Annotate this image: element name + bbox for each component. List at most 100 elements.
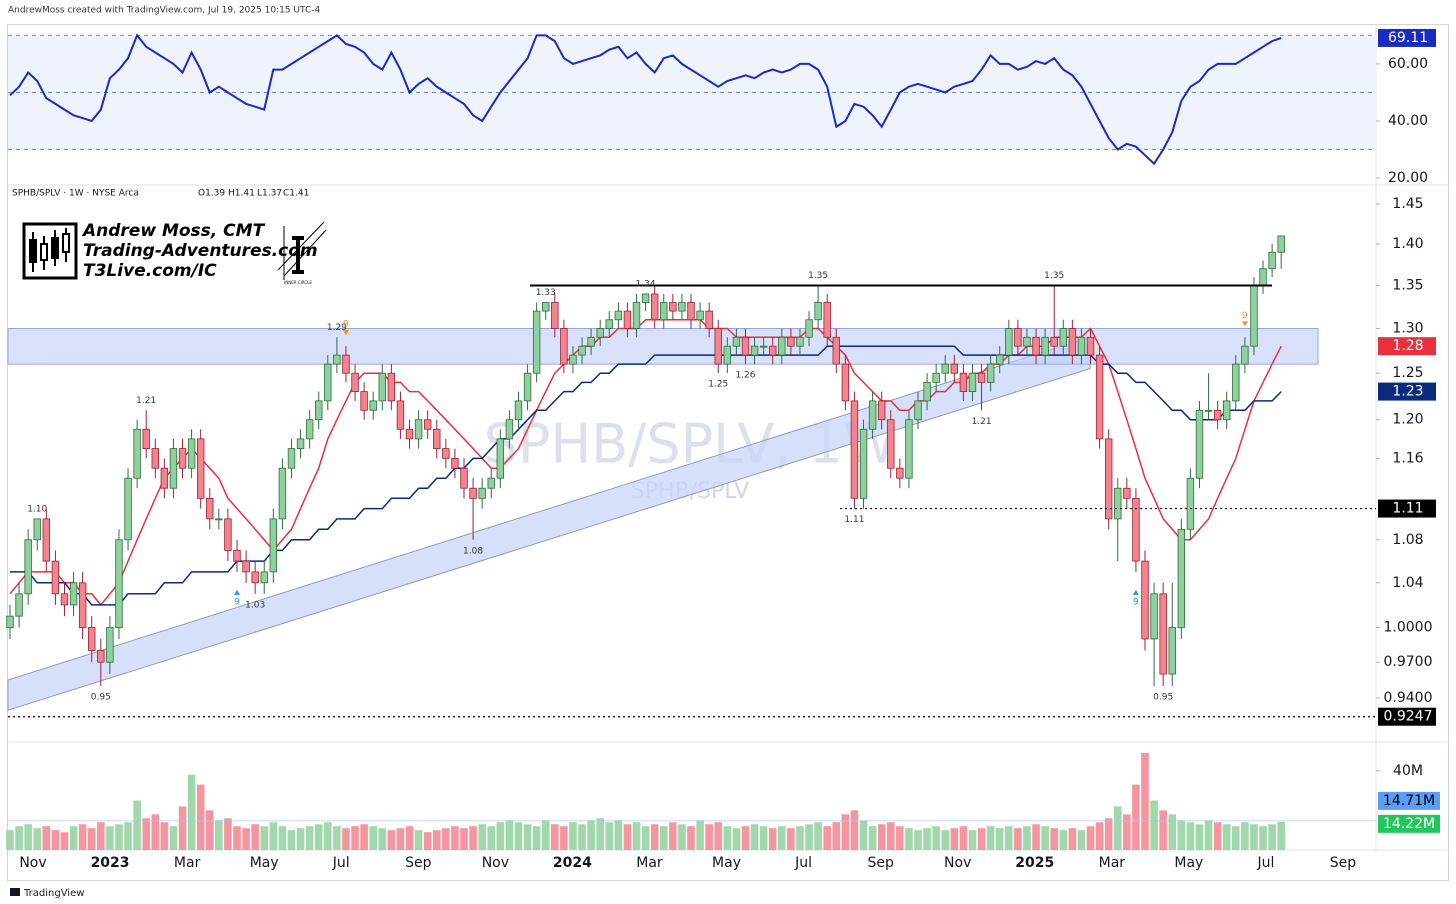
- volume-bar: [1095, 822, 1104, 850]
- candle-body: [224, 518, 232, 551]
- candle-body: [678, 302, 686, 312]
- candle-body: [1259, 268, 1267, 286]
- x-tick-label: Mar: [1099, 855, 1126, 871]
- volume-bar: [1204, 820, 1213, 850]
- y-tick-label: 1.40: [1392, 236, 1423, 252]
- candle-body: [469, 487, 477, 499]
- volume-bar: [578, 824, 586, 850]
- volume-bar: [823, 826, 831, 850]
- x-tick-label: Mar: [174, 855, 201, 871]
- price-annotation: 1.34: [636, 279, 656, 289]
- volume-bar: [632, 822, 641, 850]
- volume-bar: [669, 822, 677, 850]
- volume-bar: [215, 820, 223, 850]
- candle-body: [414, 419, 423, 440]
- candle-body: [778, 336, 786, 356]
- volume-bar: [324, 822, 332, 850]
- candle-body: [442, 448, 450, 459]
- frame: [7, 24, 1449, 881]
- candle-body: [1177, 528, 1186, 628]
- x-tick-label: Jul: [1256, 855, 1274, 871]
- volume-bar: [732, 828, 741, 850]
- x-tick-label: Jul: [794, 855, 812, 871]
- volume-bar: [1104, 818, 1113, 850]
- volume-bar: [796, 826, 804, 850]
- volume-bar: [514, 822, 523, 850]
- candle-body: [315, 400, 323, 421]
- volume-bar: [932, 826, 940, 850]
- x-tick-label: Nov: [482, 855, 509, 871]
- candle-body: [959, 372, 968, 392]
- volume-last-label: 14.22M: [1383, 816, 1435, 832]
- candle-body: [51, 560, 60, 595]
- td-count: 9: [1242, 311, 1248, 321]
- volume-bar: [569, 822, 577, 850]
- candle-body: [605, 319, 613, 329]
- x-tick-label: Nov: [944, 855, 971, 871]
- volume-bar: [1023, 826, 1031, 850]
- volume-last-box: [1378, 814, 1440, 833]
- candle-body: [1232, 363, 1240, 402]
- volume-bar: [832, 822, 841, 850]
- candle-body: [15, 593, 23, 617]
- td-arrow: [1241, 321, 1248, 327]
- volume-bar: [423, 832, 432, 850]
- candle-body: [569, 354, 577, 365]
- candle-body: [1005, 328, 1013, 356]
- volume-bar: [106, 826, 114, 850]
- volume-bar: [523, 824, 532, 850]
- volume-bar: [15, 826, 23, 850]
- candle-body: [1186, 477, 1195, 530]
- candle-body: [269, 518, 278, 573]
- volume-bar: [487, 826, 496, 850]
- candle-body: [532, 310, 541, 374]
- candle-body: [759, 345, 768, 348]
- volume-bar: [151, 814, 160, 850]
- volume-bar: [478, 824, 486, 850]
- volume-bar: [1259, 826, 1267, 850]
- candle-body: [1213, 409, 1222, 421]
- candle-body: [1277, 235, 1285, 253]
- volume-bar: [560, 826, 568, 850]
- volume-bar: [850, 810, 859, 850]
- volume-bar: [333, 826, 341, 850]
- logo-line: Trading-Adventures.com: [83, 241, 318, 261]
- x-tick-label: Sep: [1330, 855, 1357, 871]
- volume-bar: [360, 824, 368, 850]
- volume-bar: [387, 830, 396, 850]
- volume-bar: [687, 826, 695, 850]
- volume-bar: [351, 826, 359, 850]
- candle-body: [614, 310, 623, 321]
- candle-body: [1059, 328, 1067, 347]
- volume-bar: [805, 824, 813, 850]
- candle-body: [324, 363, 332, 402]
- price-annotation: 1.25: [708, 380, 728, 390]
- y-tick-label: 1.16: [1392, 450, 1423, 466]
- candle-body: [242, 560, 250, 573]
- volume-bar: [242, 828, 250, 850]
- footer-bar: [0, 881, 1456, 904]
- volume-bar: [905, 828, 913, 850]
- price-annotation: 1.35: [808, 271, 828, 281]
- candle-body: [859, 428, 868, 499]
- y-tick-label: 60.00: [1388, 56, 1428, 72]
- logo-candles: [29, 228, 70, 272]
- volume-bar: [1232, 826, 1240, 850]
- candle-body: [623, 310, 632, 329]
- candle-body: [296, 438, 305, 449]
- volume-bar: [269, 822, 278, 850]
- x-tick-label: May: [1174, 855, 1203, 871]
- volume-bar: [650, 824, 659, 850]
- price-annotation: 1.35: [1044, 271, 1064, 281]
- volume-bar: [1086, 826, 1095, 850]
- volume-bar: [1041, 826, 1049, 850]
- candle-body: [451, 457, 459, 469]
- volume-bar: [1168, 814, 1177, 850]
- candle-body: [1086, 336, 1095, 356]
- volume-bar: [287, 830, 296, 850]
- price-annotation: 0.95: [1153, 692, 1173, 702]
- candle-body: [160, 467, 169, 489]
- candle-body: [378, 372, 386, 402]
- candle-body: [750, 345, 759, 356]
- x-tick-label: 2023: [91, 855, 130, 871]
